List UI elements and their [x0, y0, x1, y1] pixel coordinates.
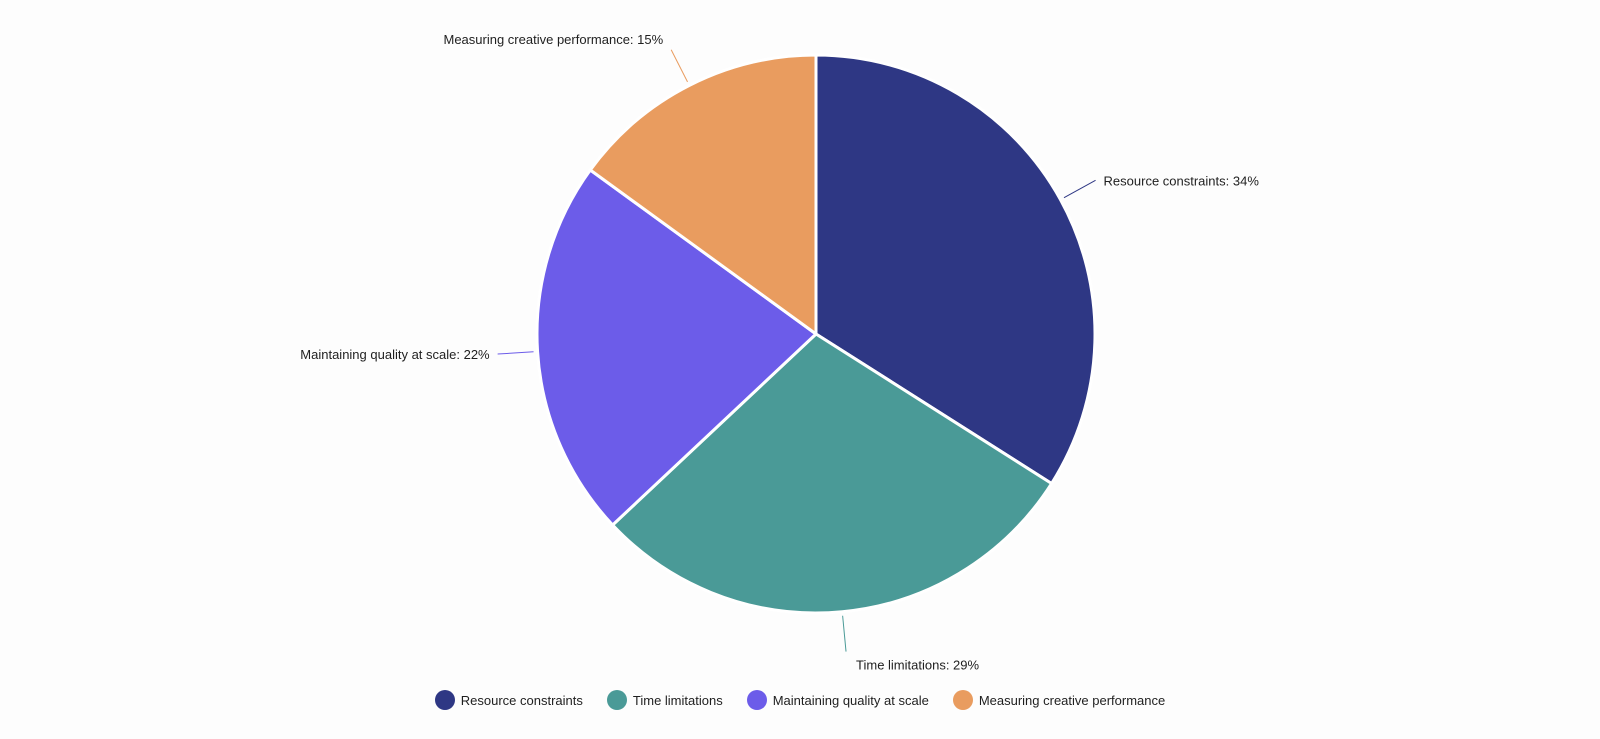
legend-label: Time limitations	[632, 692, 723, 708]
leader-line-measuring-creative-performance	[670, 49, 688, 83]
legend-swatch	[434, 690, 455, 710]
pie-slices	[535, 53, 1097, 615]
pie-slice-measuring-creative-performance[interactable]	[588, 53, 818, 336]
legend-item-resource-constraints[interactable]: Resource constraints	[434, 690, 583, 710]
legend-item-time-limitations[interactable]: Time limitations	[606, 690, 723, 710]
slice-label-measuring-creative-performance: Measuring creative performance: 15%	[444, 32, 664, 47]
pie-slice-time-limitations[interactable]	[611, 332, 1054, 615]
legend-label: Maintaining quality at scale	[772, 692, 929, 708]
pie-slice-resource-constraints[interactable]	[814, 53, 1097, 485]
pie-slice-maintaining-quality-at-scale[interactable]	[535, 168, 818, 527]
leader-line-maintaining-quality-at-scale	[497, 351, 534, 355]
slice-labels: Resource constraints: 34% Time limitation…	[300, 32, 1259, 673]
legend-swatch	[952, 690, 973, 710]
legend-item-measuring-creative-performance[interactable]: Measuring creative performance	[952, 690, 1166, 710]
legend-label: Measuring creative performance	[978, 692, 1166, 708]
leader-line-resource-constraints	[1063, 179, 1096, 199]
slice-label-maintaining-quality-at-scale: Maintaining quality at scale: 22%	[300, 347, 490, 362]
legend-swatch	[746, 690, 767, 710]
slice-label-resource-constraints: Resource constraints: 34%	[1104, 173, 1260, 188]
legend-item-maintaining-quality-at-scale[interactable]: Maintaining quality at scale	[746, 690, 929, 710]
label-leader-lines	[497, 49, 1096, 652]
chart-legend: Resource constraints Time limitations Ma…	[0, 690, 1600, 710]
legend-label: Resource constraints	[460, 692, 583, 708]
slice-label-time-limitations: Time limitations: 29%	[856, 658, 979, 673]
legend-swatch	[606, 690, 627, 710]
leader-line-time-limitations	[842, 615, 847, 652]
